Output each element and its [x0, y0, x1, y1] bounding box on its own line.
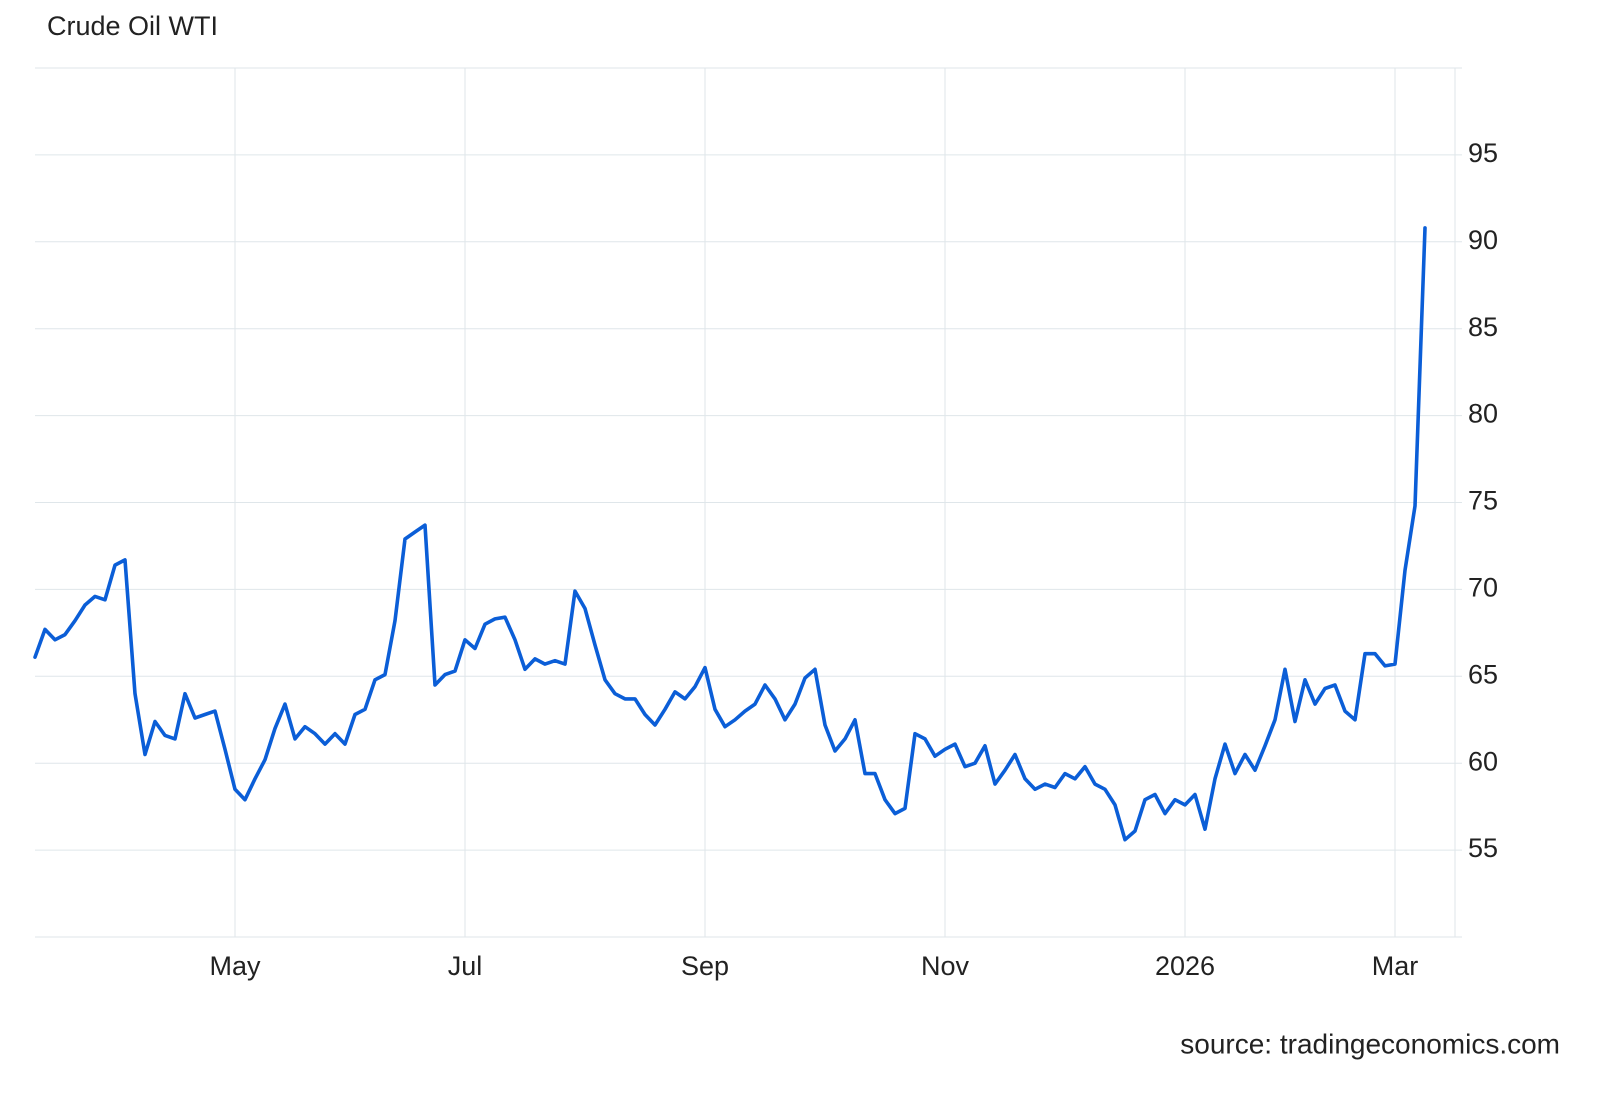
- x-tick-label: Nov: [921, 951, 970, 981]
- price-line: [33, 226, 1427, 842]
- x-tick-label: Jul: [448, 951, 483, 981]
- y-tick-label: 75: [1468, 486, 1498, 516]
- y-tick-label: 55: [1468, 833, 1498, 863]
- y-tick-label: 70: [1468, 573, 1498, 603]
- y-tick-label: 60: [1468, 746, 1498, 776]
- x-tick-label: Mar: [1372, 951, 1419, 981]
- source-note: source: tradingeconomics.com: [1180, 1028, 1560, 1059]
- y-tick-label: 80: [1468, 399, 1498, 429]
- x-tick-label: 2026: [1155, 951, 1215, 981]
- chart-title: Crude Oil WTI: [47, 11, 218, 41]
- y-tick-label: 95: [1468, 138, 1498, 168]
- y-tick-label: 85: [1468, 312, 1498, 342]
- y-tick-label: 65: [1468, 659, 1498, 689]
- y-tick-label: 90: [1468, 225, 1498, 255]
- x-tick-label: May: [209, 951, 261, 981]
- x-tick-label: Sep: [681, 951, 729, 981]
